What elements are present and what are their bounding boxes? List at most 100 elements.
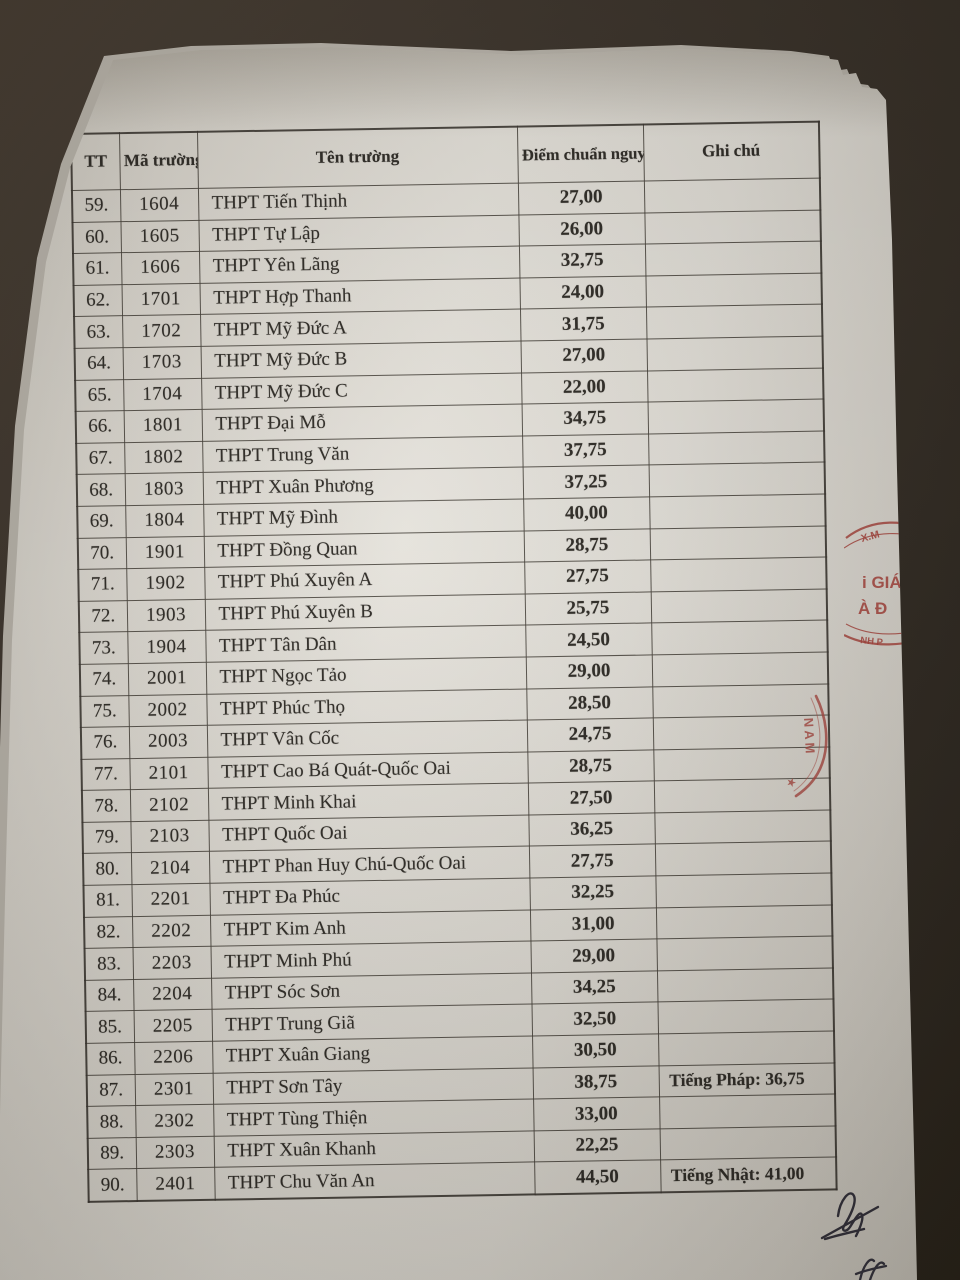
header-code: Mã trường <box>119 131 198 190</box>
cell-note <box>652 715 830 750</box>
cell-score: 32,50 <box>531 1002 659 1036</box>
cell-note <box>653 778 831 813</box>
red-stamp-edge: X.M i GIÁ À Đ NH P <box>844 521 911 648</box>
cell-note <box>658 1030 835 1066</box>
cell-code: 1804 <box>125 504 204 538</box>
cell-code: 2401 <box>136 1167 215 1202</box>
cell-name: THPT Phú Xuyên B <box>204 593 526 631</box>
cell-name: THPT Mỹ Đức A <box>200 309 521 347</box>
cell-tt: 85. <box>85 1011 135 1044</box>
cell-name: THPT Phan Huy Chú-Quốc Oai <box>208 846 530 884</box>
cell-score: 24,50 <box>525 623 652 657</box>
cell-code: 1704 <box>123 377 202 411</box>
cell-note <box>653 746 830 782</box>
cell-tt: 64. <box>74 347 124 381</box>
cell-score: 32,75 <box>518 244 646 278</box>
cell-tt: 73. <box>79 631 128 665</box>
cell-tt: 59. <box>71 189 121 223</box>
cell-score: 31,00 <box>529 907 657 942</box>
cell-code: 1904 <box>127 630 206 664</box>
cell-note <box>652 683 829 719</box>
cell-code: 1901 <box>125 535 205 569</box>
cell-tt: 83. <box>84 947 134 981</box>
cell-tt: 84. <box>85 979 134 1012</box>
cell-tt: 70. <box>77 537 127 570</box>
cell-name: THPT Mỹ Đình <box>203 498 524 536</box>
cell-code: 1802 <box>124 441 203 474</box>
cell-name: THPT Trung Giã <box>211 1004 533 1042</box>
cell-name: THPT Sơn Tây <box>212 1067 534 1105</box>
cell-tt: 68. <box>76 473 126 507</box>
header-score: Điểm chuẩn nguyện vọng 1 <box>516 124 644 184</box>
cell-code: 2003 <box>128 725 208 759</box>
cell-tt: 67. <box>76 442 125 475</box>
cell-note <box>650 557 827 592</box>
cell-note <box>655 873 832 908</box>
cell-name: THPT Đại Mỗ <box>201 404 523 442</box>
cell-name: THPT Minh Phú <box>210 941 531 979</box>
cell-score: 40,00 <box>523 496 650 531</box>
cell-tt: 60. <box>72 221 121 254</box>
cell-tt: 79. <box>82 821 131 854</box>
cell-score: 27,75 <box>528 844 656 879</box>
cell-score: 31,75 <box>519 307 647 342</box>
cell-name: THPT Yên Lãng <box>198 246 520 284</box>
cell-code: 2002 <box>128 693 207 727</box>
cell-code: 1606 <box>120 251 200 285</box>
cell-code: 1604 <box>119 188 199 222</box>
cell-note <box>643 178 821 213</box>
cell-name: THPT Xuân Giang <box>212 1035 533 1073</box>
stamp-text-top: X.M <box>860 528 881 544</box>
cell-code: 2301 <box>134 1072 214 1106</box>
cell-code: 1703 <box>122 346 202 380</box>
cell-score: 24,00 <box>519 275 646 310</box>
cell-note <box>651 651 829 687</box>
cell-score: 38,75 <box>532 1065 660 1100</box>
cell-name: THPT Phúc Thọ <box>206 688 527 726</box>
cell-name: THPT Ngọc Tảo <box>205 656 527 694</box>
cell-tt: 78. <box>81 789 131 823</box>
cell-score: 27,00 <box>520 338 648 373</box>
cell-code: 1702 <box>122 314 201 348</box>
cell-name: THPT Tân Dân <box>205 625 526 663</box>
stamp-text-mid2: À Đ <box>858 599 887 618</box>
cell-name: THPT Xuân Khanh <box>213 1130 535 1168</box>
cell-score: 22,00 <box>521 370 648 405</box>
cell-name: THPT Sóc Sơn <box>211 972 532 1010</box>
cell-tt: 89. <box>87 1137 137 1170</box>
cell-note <box>645 272 822 308</box>
cell-name: THPT Hợp Thanh <box>199 277 520 315</box>
cell-code: 1903 <box>126 599 206 632</box>
cell-code: 2205 <box>133 1009 213 1043</box>
cell-note <box>651 620 828 655</box>
cell-name: THPT Đồng Quan <box>203 530 525 568</box>
cell-note <box>650 588 828 624</box>
cell-score: 34,25 <box>530 970 658 1005</box>
cell-tt: 81. <box>83 884 132 918</box>
cell-name: THPT Tùng Thiện <box>213 1099 534 1137</box>
cell-code: 2102 <box>129 788 209 822</box>
cell-score: 34,75 <box>521 402 649 436</box>
cell-tt: 80. <box>82 853 132 886</box>
cell-note <box>655 904 833 940</box>
cell-tt: 88. <box>87 1105 136 1139</box>
cell-note <box>656 936 833 971</box>
admission-scores-table: TT Mã trường Tên trường Điểm chuẩn nguyệ… <box>70 120 838 1203</box>
cell-name: THPT Tự Lập <box>198 214 519 252</box>
cell-tt: 87. <box>86 1074 136 1107</box>
cell-name: THPT Vân Cốc <box>206 720 528 757</box>
cell-code: 1605 <box>120 219 199 253</box>
cell-score: 27,75 <box>524 560 651 594</box>
cell-note: Tiếng Nhật: 41,00 <box>660 1157 837 1193</box>
cell-note <box>649 525 827 561</box>
pen-mark-fragment <box>854 1258 888 1280</box>
cell-note <box>648 462 826 497</box>
stamp-text-bottom: NH P <box>860 635 884 648</box>
cell-name: THPT Phú Xuyên A <box>204 562 525 600</box>
cell-code: 1803 <box>124 472 204 506</box>
cell-code: 1801 <box>123 409 203 443</box>
cell-name: THPT Trung Văn <box>202 435 523 473</box>
cell-name: THPT Mỹ Đức C <box>201 372 522 410</box>
cell-code: 2203 <box>132 946 212 980</box>
cell-note <box>654 809 831 845</box>
